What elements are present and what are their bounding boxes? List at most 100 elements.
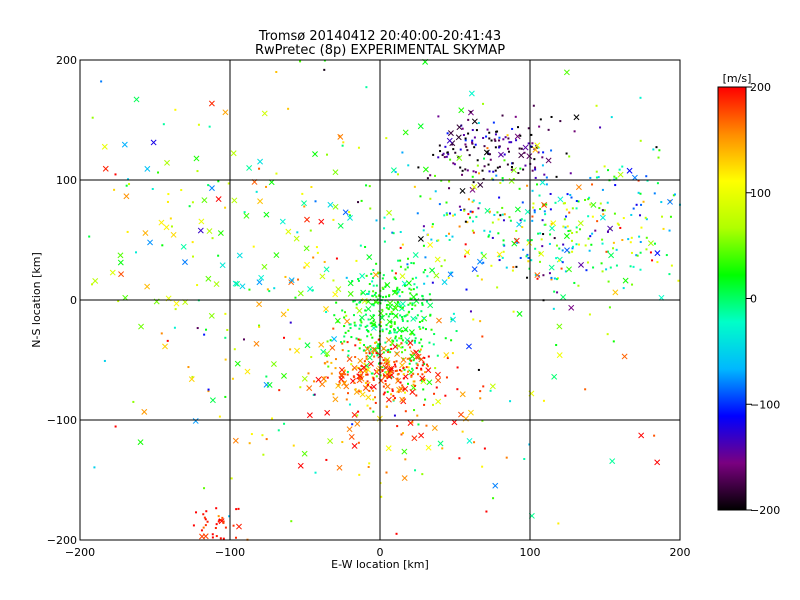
echo-dot (114, 173, 117, 176)
echo-dot (537, 232, 540, 235)
echo-dot (375, 325, 378, 328)
echo-dot (303, 205, 306, 208)
echo-dot (398, 369, 401, 372)
echo-dot (575, 231, 578, 234)
echo-dot (326, 340, 329, 343)
echo-dot (227, 182, 230, 185)
colorbar-tick-label: −200 (750, 504, 780, 517)
echo-dot (160, 332, 163, 335)
echo-cross (133, 96, 140, 103)
echo-dot (350, 363, 353, 366)
echo-dot (355, 337, 358, 340)
echo-cross (338, 371, 345, 378)
plot-frame (79, 59, 681, 541)
chart-subtitle: RwPretec (8p) EXPERIMENTAL SKYMAP (255, 43, 505, 58)
x-axis-label: E-W location [km] (331, 558, 429, 571)
echo-dot (401, 346, 404, 349)
echo-dot (437, 115, 440, 118)
echo-cross (118, 271, 125, 278)
echo-dot (359, 341, 362, 344)
echo-dot (466, 149, 469, 152)
echo-dot (332, 218, 335, 221)
echo-dot (534, 273, 537, 276)
y-axis-label: N-S location [km] (30, 252, 43, 348)
echo-dot (343, 335, 346, 338)
echo-dot (567, 229, 570, 232)
echo-dot (555, 257, 558, 260)
echo-dot (562, 225, 565, 228)
echo-dot (465, 145, 468, 148)
echo-dot (326, 376, 329, 379)
echo-dot (371, 280, 374, 283)
echo-dot (197, 123, 200, 126)
echo-cross (467, 409, 474, 416)
echo-cross (301, 375, 308, 382)
echo-cross (459, 391, 466, 398)
echo-dot (422, 244, 425, 247)
echo-cross (483, 149, 490, 156)
echo-cross (266, 381, 273, 388)
echo-dot (420, 338, 423, 341)
echo-dot (509, 219, 512, 222)
echo-dot (640, 226, 643, 229)
echo-cross (327, 438, 334, 444)
echo-dot (170, 225, 173, 228)
echo-dot (357, 441, 360, 444)
echo-cross (324, 350, 331, 357)
echo-dot (373, 355, 376, 358)
echo-dot (575, 200, 578, 203)
echo-dot (359, 373, 362, 376)
echo-dot (433, 333, 436, 336)
echo-dot (527, 256, 530, 259)
echo-dot (364, 313, 367, 316)
echo-dot (423, 403, 426, 406)
echo-dot (540, 238, 543, 241)
echo-dot (421, 364, 424, 367)
echo-dot (407, 370, 410, 373)
echo-dot (422, 225, 425, 228)
x-tick-label: −200 (65, 546, 95, 559)
echo-dot (537, 146, 540, 149)
echo-dot (505, 266, 508, 269)
echo-cross (341, 380, 348, 387)
echo-dot (584, 244, 587, 247)
echo-dot (482, 102, 485, 105)
echo-dot (638, 235, 641, 238)
echo-dot (394, 306, 397, 309)
echo-cross (297, 462, 304, 469)
echo-cross (577, 220, 584, 227)
echo-dot (394, 277, 397, 280)
echo-dot (526, 184, 529, 187)
echo-dot (645, 175, 648, 178)
echo-cross (427, 241, 434, 248)
echo-dot (497, 232, 500, 235)
echo-dot (205, 510, 208, 513)
echo-dot (128, 183, 131, 186)
echo-dot (543, 210, 546, 213)
echo-dot (237, 507, 240, 510)
echo-dot (385, 313, 388, 316)
echo-dot (389, 343, 392, 346)
echo-dot (402, 373, 405, 376)
echo-dot (553, 237, 556, 240)
echo-dot (370, 333, 373, 336)
echo-dot (488, 210, 491, 213)
echo-cross (401, 475, 408, 482)
echo-dot (382, 393, 385, 396)
echo-dot (371, 336, 374, 339)
echo-dot (357, 278, 360, 281)
echo-cross (435, 398, 442, 405)
echo-dot (587, 215, 590, 218)
echo-cross (443, 352, 450, 359)
echo-dot (605, 250, 608, 253)
echo-dot (601, 270, 604, 273)
echo-dot (508, 141, 511, 144)
echo-dot (396, 425, 399, 428)
echo-dot (347, 329, 350, 332)
echo-dot (410, 359, 413, 362)
echo-dot (448, 238, 451, 241)
echo-dot (472, 220, 475, 223)
echo-cross (258, 274, 265, 281)
echo-dot (379, 482, 382, 485)
echo-cross (370, 383, 377, 390)
